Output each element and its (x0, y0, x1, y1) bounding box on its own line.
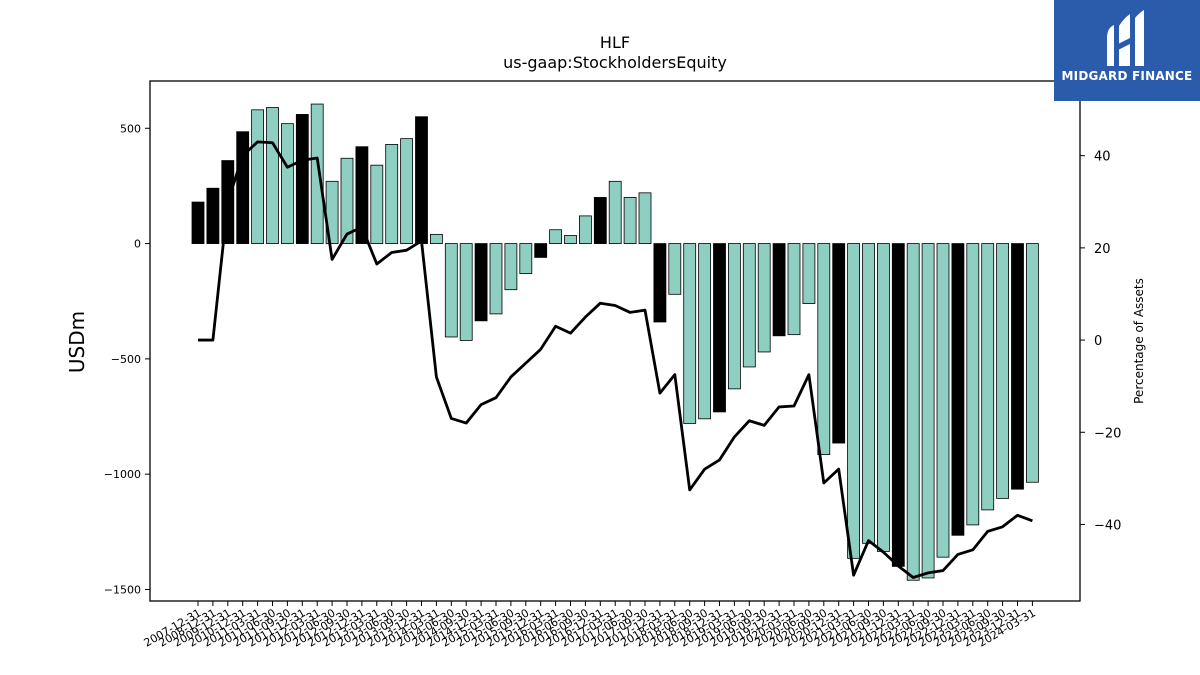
y2-tick-label: 20 (1094, 242, 1111, 257)
bar (966, 243, 980, 526)
midgard-m-logo-icon (1107, 10, 1144, 66)
bar (251, 109, 265, 244)
bar (802, 243, 816, 304)
bar (504, 243, 518, 291)
bar (206, 187, 220, 244)
bar (713, 243, 726, 413)
bar (728, 243, 741, 390)
bar (1026, 243, 1039, 483)
y2-tick-label: −40 (1094, 518, 1121, 533)
bar (921, 243, 935, 579)
y-tick-label: −500 (111, 353, 141, 366)
bar (370, 164, 384, 244)
bar (698, 243, 711, 420)
bar (459, 243, 473, 341)
bar (444, 243, 458, 338)
bar (549, 229, 562, 244)
bar (266, 107, 279, 244)
bar (862, 243, 875, 544)
y-tick-label: 500 (120, 122, 141, 135)
bar (295, 114, 309, 244)
bar (951, 243, 965, 536)
bar (891, 243, 905, 567)
bar (1011, 243, 1024, 490)
bar (683, 243, 697, 424)
bar (623, 197, 637, 244)
series-line (198, 140, 1033, 579)
bar (772, 243, 786, 337)
bar (757, 243, 771, 353)
bar (355, 146, 369, 244)
bar (400, 138, 414, 244)
bar (996, 243, 1009, 499)
bar (936, 243, 950, 558)
y2-tick-label: −20 (1094, 426, 1121, 441)
bar (191, 201, 205, 244)
y-tick-label: −1500 (104, 583, 141, 596)
bar (415, 116, 428, 244)
bar (832, 243, 846, 444)
y-tick-label: −1000 (104, 468, 141, 481)
bar (280, 123, 294, 244)
bar (564, 235, 577, 244)
bar (310, 103, 324, 244)
bar (817, 243, 831, 455)
bar (742, 243, 756, 368)
bar (981, 243, 995, 511)
plot-frame (149, 80, 1081, 602)
bar (593, 197, 607, 244)
bar (579, 215, 592, 244)
bar (847, 243, 860, 559)
y2-tick-label: 0 (1094, 334, 1102, 349)
bar (519, 243, 533, 274)
bar (877, 243, 890, 552)
bar (638, 192, 652, 244)
bar (653, 243, 667, 323)
bar (429, 233, 443, 244)
bar (668, 243, 682, 295)
bar (489, 243, 503, 315)
y2-axis-label: Percentage of Assets (1132, 278, 1146, 404)
y2-tick-label: 40 (1094, 150, 1111, 165)
y-tick-label: 0 (134, 238, 141, 251)
brand-logo[interactable]: MIDGARD FINANCE (1054, 0, 1200, 101)
brand-name: MIDGARD FINANCE (1061, 69, 1193, 83)
plot-area: −1500−1000−5000500−40−20020402007-12-312… (104, 103, 1121, 650)
bar (608, 180, 622, 244)
bar (385, 144, 399, 244)
bar (787, 243, 801, 336)
bar (906, 243, 920, 581)
y-axis-label: USDm (65, 311, 89, 373)
chart-subtitle: us-gaap:StockholdersEquity (503, 53, 727, 72)
bar (340, 157, 354, 244)
chart-title: HLF (600, 33, 630, 52)
bar (236, 131, 250, 244)
bar (474, 243, 488, 322)
bar (534, 243, 548, 258)
